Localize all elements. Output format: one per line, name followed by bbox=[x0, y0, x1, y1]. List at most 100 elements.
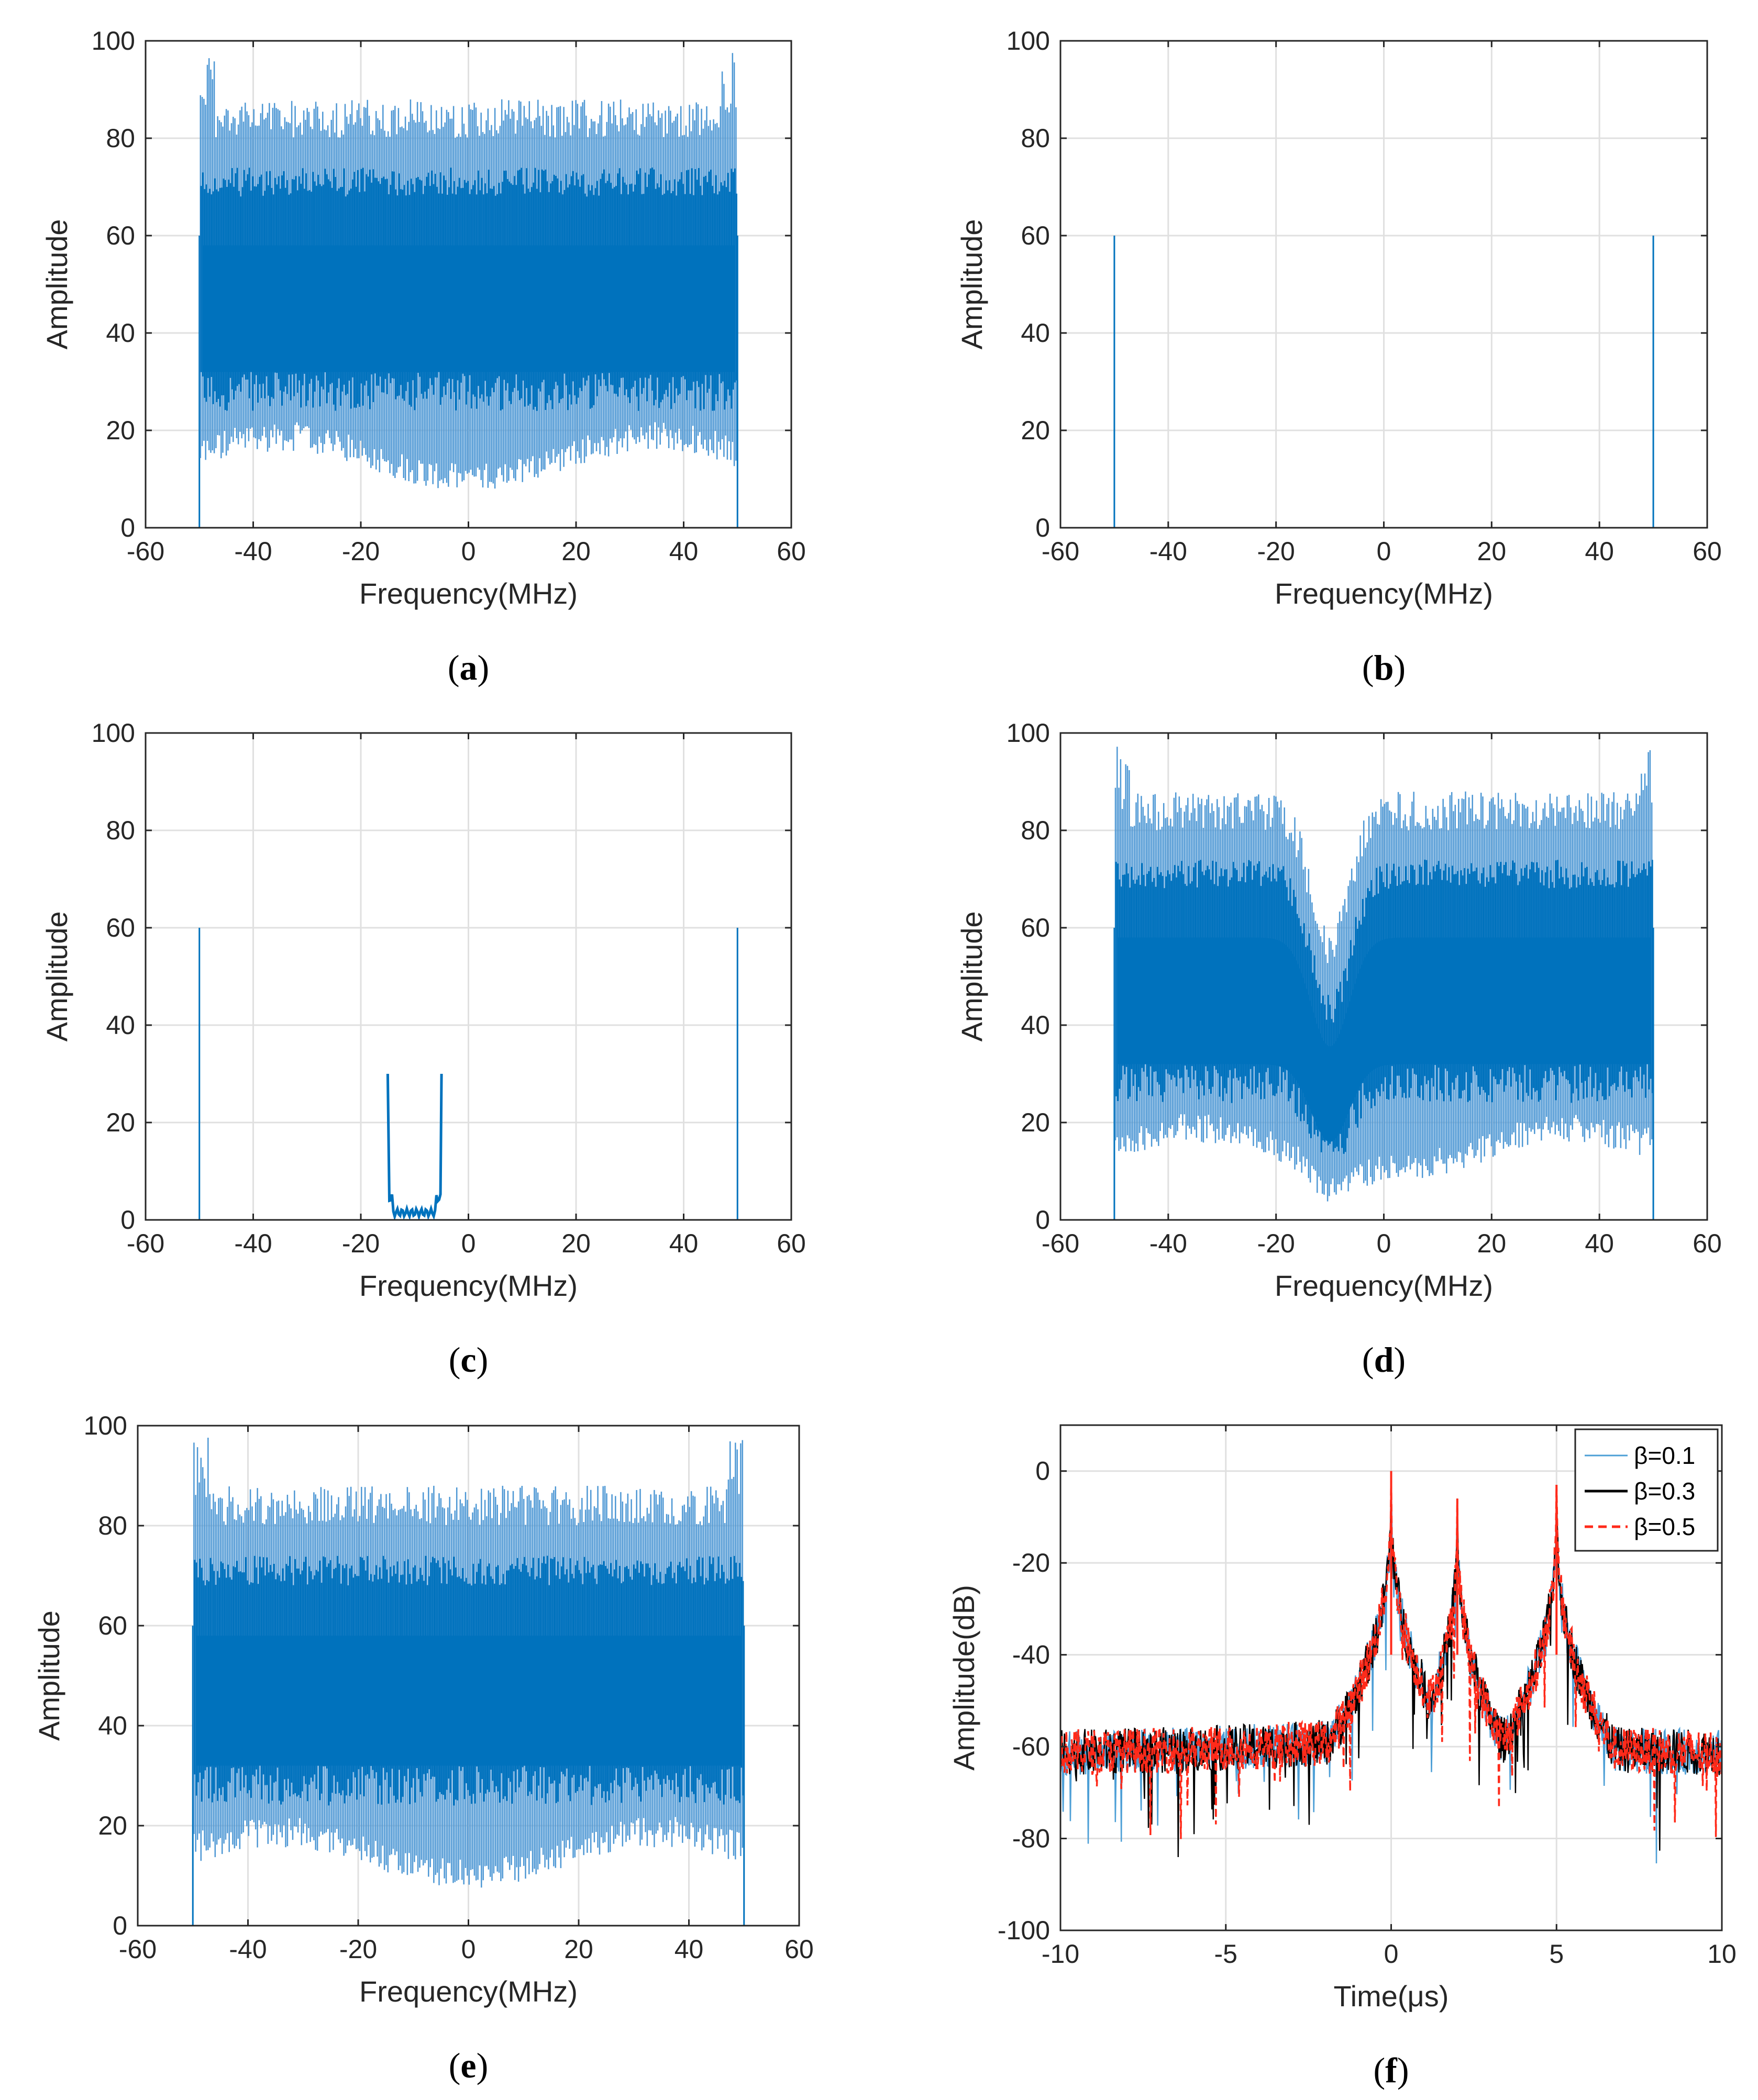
spectrum-core bbox=[195, 1636, 742, 1766]
chart-c: -60 -40 -20 0 20 40 60 0 20 40 60 80 100 Frequency(MH… bbox=[40, 718, 806, 1380]
x-tick-label: 0 bbox=[1384, 1939, 1399, 1969]
y-tick-label: 40 bbox=[106, 318, 135, 348]
x-axis-label: Frequency(MHz) bbox=[359, 1975, 578, 2008]
y-tick-label: 20 bbox=[106, 1108, 135, 1137]
panel-letter: f bbox=[1385, 2050, 1398, 2090]
x-tick-label: 20 bbox=[564, 1935, 593, 1964]
x-tick-label: 40 bbox=[1585, 1229, 1614, 1258]
panel-letter: c bbox=[460, 1340, 476, 1380]
y-tick-label: 80 bbox=[1021, 124, 1050, 153]
x-tick-label: -40 bbox=[1149, 537, 1187, 566]
x-tick-label: 40 bbox=[669, 1229, 699, 1258]
y-tick-label: 100 bbox=[84, 1411, 127, 1440]
y-tick-label: 40 bbox=[98, 1711, 127, 1740]
x-tick-label: -20 bbox=[342, 537, 380, 566]
x-tick-label: -60 bbox=[1042, 1229, 1079, 1258]
y-tick-label: 20 bbox=[1021, 416, 1050, 445]
x-tick-label: -40 bbox=[234, 1229, 272, 1258]
y-tick-label: 80 bbox=[106, 124, 135, 153]
x-tick-label: 0 bbox=[461, 537, 476, 566]
y-tick-label: 80 bbox=[1021, 816, 1050, 845]
x-axis-label: Time(μs) bbox=[1334, 1980, 1449, 2013]
y-tick-label: 100 bbox=[1007, 26, 1050, 55]
chart-b: -60 -40 -20 0 20 40 60 0 20 40 60 80 100 Frequency(MH… bbox=[955, 26, 1722, 687]
y-tick-label: 40 bbox=[106, 1010, 135, 1040]
x-tick-label: 20 bbox=[1477, 1229, 1507, 1258]
y-axis-label: Amplitude bbox=[40, 911, 73, 1041]
x-tick-label: 60 bbox=[777, 537, 806, 566]
y-tick-label: 0 bbox=[1035, 1205, 1050, 1235]
x-tick-label: -20 bbox=[1257, 1229, 1295, 1258]
x-tick-label: 60 bbox=[1693, 1229, 1722, 1258]
y-tick-label: 100 bbox=[92, 718, 135, 748]
x-axis-label: Frequency(MHz) bbox=[1275, 577, 1493, 610]
y-axis-label: Amplitude bbox=[955, 911, 988, 1041]
plot-content bbox=[1060, 236, 1707, 528]
y-tick-label: 80 bbox=[106, 816, 135, 845]
x-tick-label: -20 bbox=[339, 1935, 377, 1964]
x-tick-label: 20 bbox=[1477, 537, 1507, 566]
x-axis-label: Frequency(MHz) bbox=[1275, 1269, 1493, 1302]
y-tick-label: 60 bbox=[98, 1611, 127, 1640]
x-tick-label: 20 bbox=[561, 537, 591, 566]
x-tick-label: -60 bbox=[127, 537, 164, 566]
y-axis-label: Amplitude(dB) bbox=[947, 1585, 980, 1771]
y-tick-label: 40 bbox=[1021, 1010, 1050, 1040]
y-tick-label: 0 bbox=[1035, 513, 1050, 542]
y-tick-label: -60 bbox=[1012, 1732, 1050, 1761]
x-tick-label: 40 bbox=[675, 1935, 704, 1964]
y-axis-label: Amplitude bbox=[955, 219, 988, 349]
y-tick-label: 0 bbox=[120, 1205, 135, 1235]
y-tick-label: 20 bbox=[106, 416, 135, 445]
panel-caption: (f) bbox=[1374, 2050, 1409, 2090]
x-tick-label: 40 bbox=[1585, 537, 1614, 566]
x-tick-label: 0 bbox=[461, 1229, 476, 1258]
plot-content bbox=[138, 1438, 799, 1926]
x-tick-label: -5 bbox=[1214, 1939, 1237, 1969]
plot-content bbox=[1060, 747, 1707, 1220]
panel-letter: e bbox=[460, 2046, 476, 2085]
x-tick-label: 60 bbox=[1693, 537, 1722, 566]
panel-caption: (a) bbox=[448, 648, 489, 687]
x-tick-label: 60 bbox=[777, 1229, 806, 1258]
y-tick-label: 80 bbox=[98, 1511, 127, 1540]
x-tick-label: -20 bbox=[1257, 537, 1295, 566]
panel-letter: b bbox=[1374, 648, 1394, 687]
legend: β=0.1 β=0.3 β=0.5 bbox=[1574, 1428, 1719, 1552]
spectrum-core bbox=[202, 245, 735, 372]
y-tick-label: 100 bbox=[1007, 718, 1050, 748]
x-tick-label: -40 bbox=[229, 1935, 267, 1964]
x-tick-label: 20 bbox=[561, 1229, 591, 1258]
x-tick-label: -40 bbox=[234, 537, 272, 566]
x-tick-label: 60 bbox=[784, 1935, 814, 1964]
chart-f: -10 -5 0 5 10 -100 -80 -60 -40 -20 0 Time(μs) Amplit… bbox=[947, 1424, 1737, 2090]
legend-label-3: β=0.5 bbox=[1634, 1513, 1695, 1540]
x-axis-label: Frequency(MHz) bbox=[359, 577, 578, 610]
y-tick-label: -80 bbox=[1012, 1824, 1050, 1853]
chart-d: -60 -40 -20 0 20 40 60 0 20 40 60 80 100 Frequency(MH… bbox=[955, 718, 1722, 1380]
y-tick-label: 60 bbox=[1021, 221, 1050, 250]
x-tick-label: 40 bbox=[669, 537, 699, 566]
y-tick-label: 60 bbox=[106, 221, 135, 250]
x-tick-label: 0 bbox=[1377, 1229, 1391, 1258]
x-tick-label: -20 bbox=[342, 1229, 380, 1258]
y-tick-label: 60 bbox=[1021, 913, 1050, 942]
x-tick-label: 10 bbox=[1707, 1939, 1737, 1969]
panel-letter: a bbox=[460, 648, 478, 687]
y-tick-label: 20 bbox=[98, 1811, 127, 1840]
plot-content bbox=[146, 928, 791, 1220]
x-tick-label: -60 bbox=[1042, 537, 1079, 566]
panel-caption: (d) bbox=[1362, 1340, 1406, 1380]
y-axis-label: Amplitude bbox=[40, 219, 73, 349]
x-tick-label: 0 bbox=[461, 1935, 476, 1964]
x-tick-label: -10 bbox=[1042, 1939, 1079, 1969]
panel-caption: (e) bbox=[449, 2046, 489, 2085]
x-tick-label: -40 bbox=[1149, 1229, 1187, 1258]
notch-floor bbox=[386, 1073, 443, 1220]
panel-caption: (c) bbox=[449, 1340, 489, 1380]
y-axis-label: Amplitude bbox=[32, 1610, 65, 1741]
y-tick-label: 20 bbox=[1021, 1108, 1050, 1137]
x-tick-label: 0 bbox=[1377, 537, 1391, 566]
x-tick-label: -60 bbox=[119, 1935, 157, 1964]
